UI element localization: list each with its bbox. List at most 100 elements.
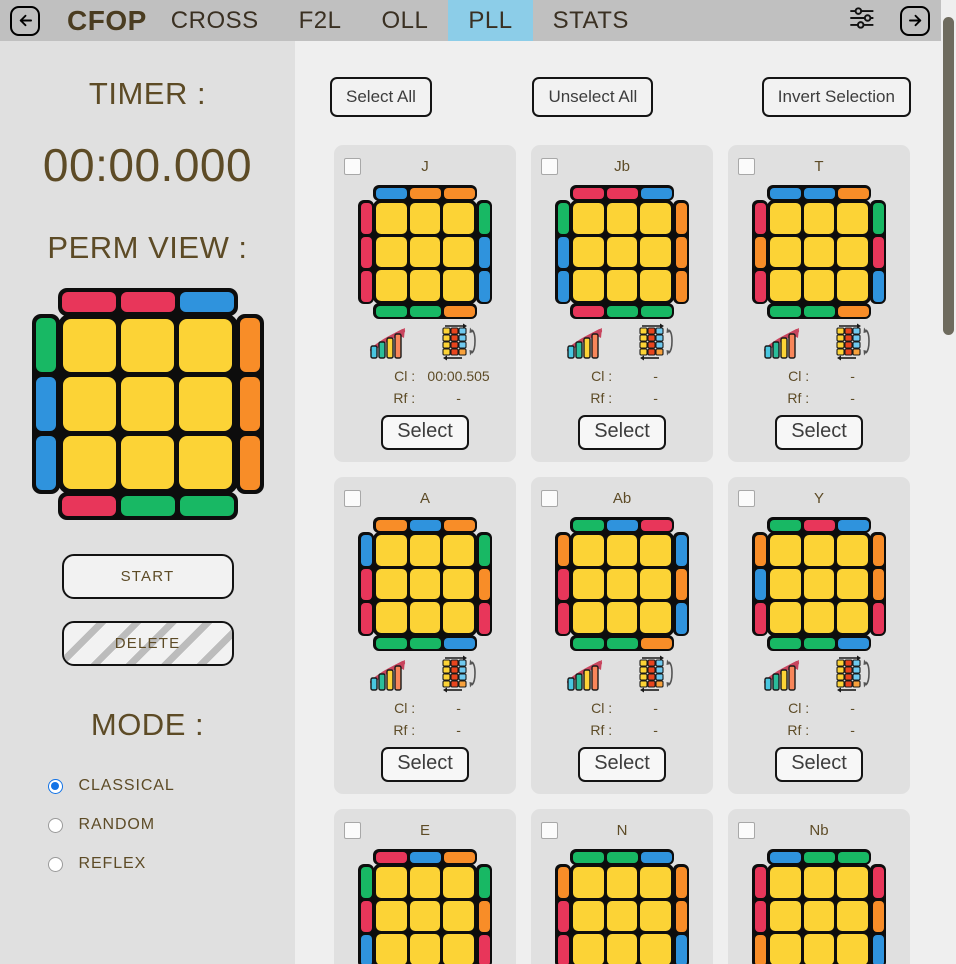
card-checkbox[interactable] — [344, 157, 361, 175]
cube-permutation-icon — [637, 655, 679, 698]
perm-view-cube — [31, 288, 264, 520]
card-select-button[interactable]: Select — [775, 415, 863, 450]
card-checkbox[interactable] — [344, 489, 361, 507]
cube-permutation-icon — [834, 655, 876, 698]
card-cl-label: Cl : — [591, 368, 613, 384]
card-chart-button[interactable] — [565, 324, 607, 365]
card-checkbox[interactable] — [541, 489, 558, 507]
card-header: Ab — [541, 486, 703, 510]
tab-stats[interactable]: STATS — [552, 6, 629, 34]
mode-option-label: REFLEX — [78, 855, 147, 872]
card-perm-button[interactable] — [440, 322, 482, 367]
card-checkbox[interactable] — [738, 489, 755, 507]
card-cube-face — [373, 532, 477, 636]
mode-option-random[interactable]: RANDOM — [47, 808, 248, 842]
card-cube — [555, 517, 689, 651]
pll-card[interactable]: T Cl : - Rf : - Select — [728, 145, 910, 462]
card-rf-label: Rf : — [590, 722, 613, 738]
card-chart-button[interactable] — [368, 656, 410, 697]
unselect-all-button[interactable]: Unselect All — [532, 77, 654, 117]
card-cl-label: Cl : — [394, 368, 416, 384]
card-select-button[interactable]: Select — [775, 747, 863, 782]
card-cube-top-edges — [373, 185, 477, 201]
card-title: N — [616, 821, 628, 839]
page-scrollbar-thumb[interactable] — [943, 17, 954, 335]
cube-permutation-icon — [440, 655, 482, 698]
card-perm-button[interactable] — [440, 654, 482, 699]
radio-icon — [47, 778, 63, 794]
card-cube — [752, 185, 886, 319]
card-cube-face — [570, 200, 674, 304]
card-cube-top-edges — [767, 185, 871, 201]
card-checkbox[interactable] — [344, 821, 361, 839]
mode-label: MODE : — [90, 707, 205, 742]
card-chart-button[interactable] — [762, 324, 804, 365]
card-header: T — [738, 154, 900, 178]
card-cube-bottom-edges — [570, 303, 674, 319]
card-select-button[interactable]: Select — [578, 747, 666, 782]
tab-pll[interactable]: PLL — [448, 0, 533, 41]
card-chart-button[interactable] — [565, 656, 607, 697]
card-title: Y — [813, 489, 824, 507]
invert-selection-button[interactable]: Invert Selection — [761, 77, 911, 117]
tab-f2l[interactable]: F2L — [298, 6, 342, 34]
delete-button[interactable]: DELETE — [61, 621, 234, 666]
cube-permutation-icon — [440, 323, 482, 366]
bar-chart-up-icon — [368, 659, 410, 696]
card-perm-button[interactable] — [834, 654, 876, 699]
card-cube — [555, 849, 689, 964]
card-cube-right-edges — [870, 200, 886, 304]
start-button[interactable]: START — [61, 554, 234, 599]
pll-card[interactable]: A Cl : - Rf : - Select — [334, 477, 516, 794]
card-perm-button[interactable] — [637, 654, 679, 699]
card-select-button[interactable]: Select — [381, 747, 469, 782]
pll-card[interactable]: Nb Cl : - Rf : - Select — [728, 809, 910, 964]
card-checkbox[interactable] — [738, 157, 755, 175]
pll-card[interactable]: Y Cl : - Rf : - Select — [728, 477, 910, 794]
cube-permutation-icon — [637, 323, 679, 366]
card-chart-button[interactable] — [368, 324, 410, 365]
card-cube — [752, 517, 886, 651]
card-checkbox[interactable] — [738, 821, 755, 839]
card-cl-stat: Cl : - — [541, 700, 703, 716]
card-rf-label: Rf : — [393, 722, 416, 738]
select-all-button[interactable]: Select All — [330, 77, 432, 117]
page-scrollbar[interactable] — [941, 0, 956, 964]
card-cube-right-edges — [476, 864, 492, 964]
card-chart-button[interactable] — [762, 656, 804, 697]
card-cube-top-edges — [570, 517, 674, 533]
mode-option-reflex[interactable]: REFLEX — [47, 847, 248, 881]
pll-card[interactable]: E Cl : - Rf : - Select — [334, 809, 516, 964]
card-title: J — [421, 157, 429, 175]
card-checkbox[interactable] — [541, 821, 558, 839]
pll-card[interactable]: J Cl : 00:00.505 Rf : - Select — [334, 145, 516, 462]
pll-card[interactable]: Ab Cl : - Rf : - Select — [531, 477, 713, 794]
card-select-button[interactable]: Select — [578, 415, 666, 450]
card-header: N — [541, 818, 703, 842]
card-cl-stat: Cl : 00:00.505 — [344, 368, 506, 384]
start-button-label: START — [120, 568, 175, 585]
card-header: Nb — [738, 818, 900, 842]
pll-card[interactable]: N Cl : - Rf : - Select — [531, 809, 713, 964]
pll-card[interactable]: Jb Cl : - Rf : - Select — [531, 145, 713, 462]
card-rf-value: - — [456, 722, 461, 738]
tab-cross[interactable]: CROSS — [170, 6, 259, 34]
card-select-button[interactable]: Select — [381, 415, 469, 450]
back-button[interactable] — [10, 5, 40, 36]
settings-button[interactable] — [848, 0, 878, 41]
card-title: Nb — [809, 821, 829, 839]
card-perm-button[interactable] — [834, 322, 876, 367]
timer-label: TIMER : — [88, 76, 207, 111]
card-cube-left-edges — [358, 864, 374, 964]
card-cube-bottom-edges — [767, 303, 871, 319]
perm-cube-top-edges — [57, 288, 238, 316]
forward-button[interactable] — [900, 5, 930, 36]
tab-oll[interactable]: OLL — [381, 6, 429, 34]
card-cube-top-edges — [767, 517, 871, 533]
card-cl-stat: Cl : - — [738, 368, 900, 384]
card-perm-button[interactable] — [637, 322, 679, 367]
card-checkbox[interactable] — [541, 157, 558, 175]
card-cube-face — [373, 864, 477, 964]
card-rf-value: - — [653, 722, 658, 738]
mode-option-classical[interactable]: CLASSICAL — [47, 769, 248, 803]
